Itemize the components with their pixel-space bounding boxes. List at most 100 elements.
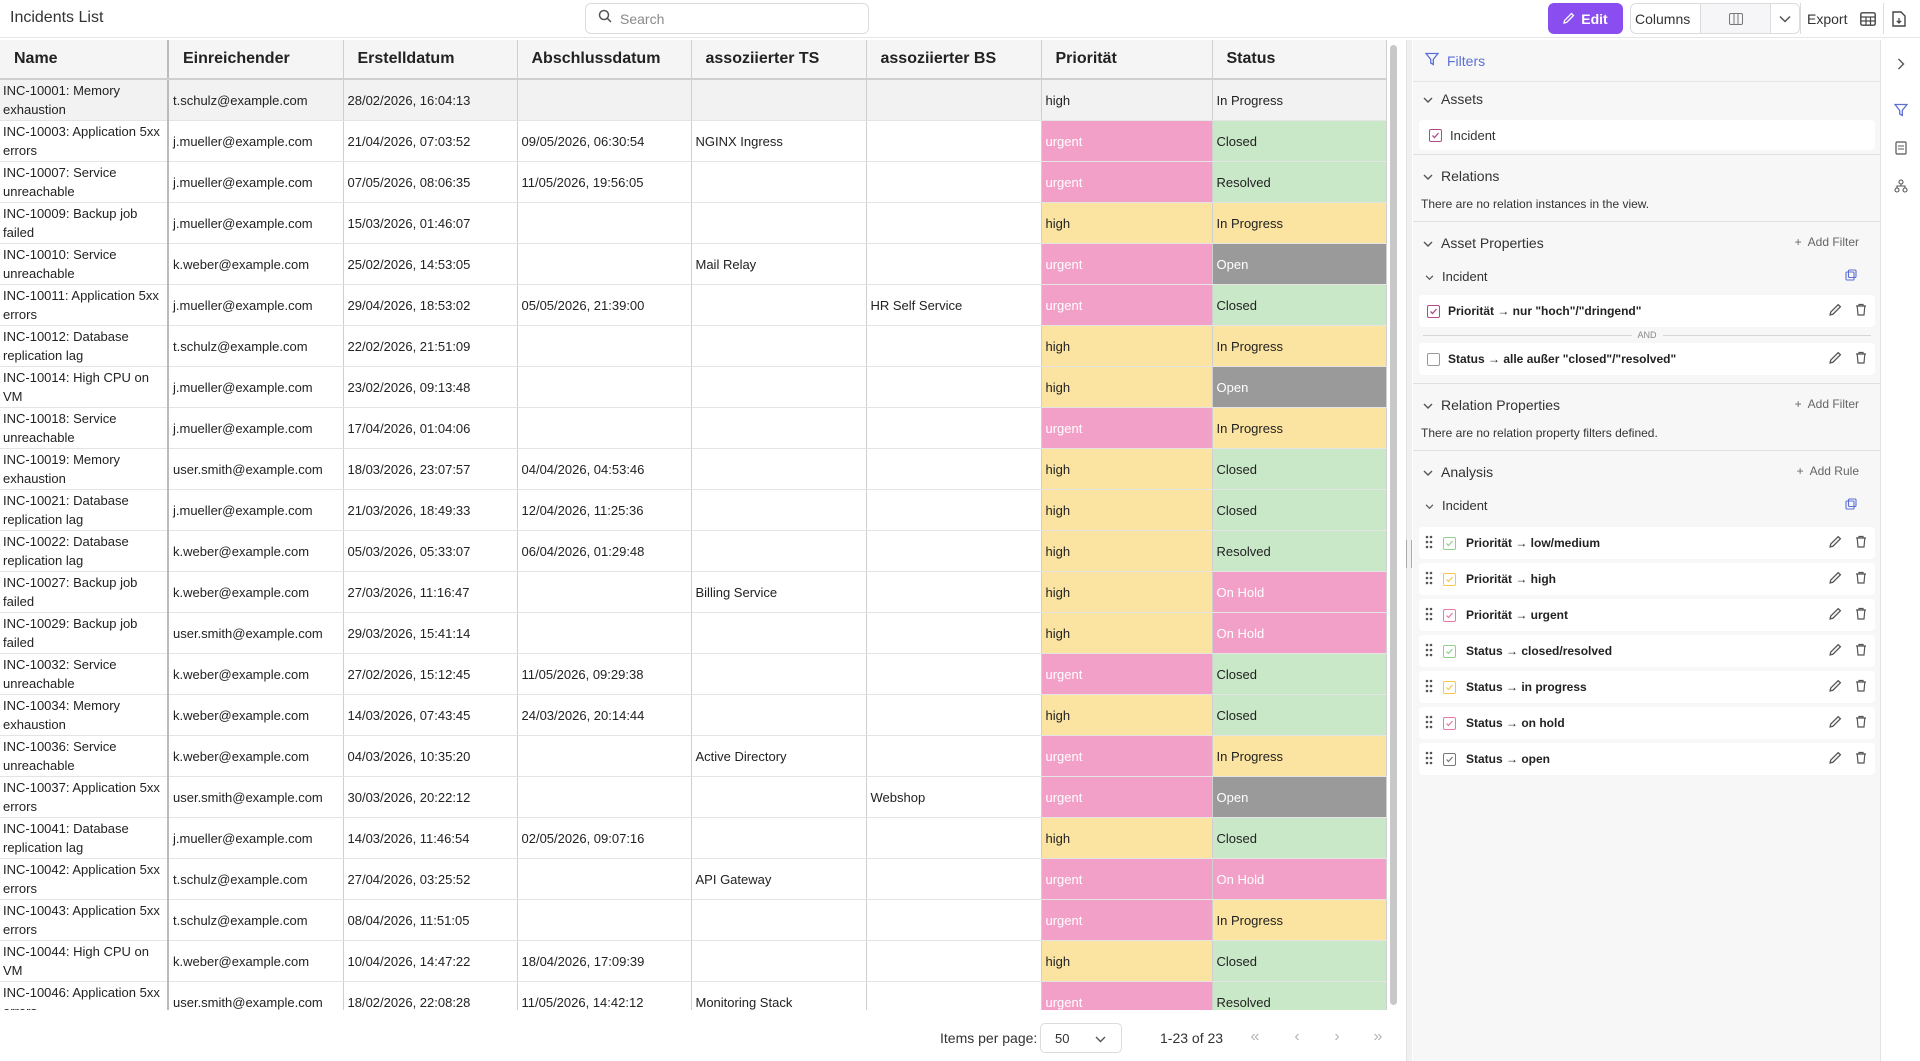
column-header-status[interactable]: Status — [1212, 40, 1387, 80]
column-header-erstelldatum[interactable]: Erstelldatum — [343, 40, 518, 80]
search-input[interactable] — [620, 10, 840, 27]
pencil-icon[interactable] — [1829, 351, 1842, 367]
column-header-abschlussdatum[interactable]: Abschlussdatum — [517, 40, 692, 80]
table-row[interactable]: INC-10034: Memory exhaustion k.weber@exam… — [0, 694, 1387, 736]
next-page-icon[interactable]: › — [1334, 1028, 1340, 1045]
analysis-rule[interactable]: Status → on hold — [1419, 707, 1875, 739]
drag-handle-icon[interactable] — [1425, 751, 1433, 768]
filter-rule[interactable]: Priorität → nur "hoch"/"dringend" — [1419, 295, 1875, 327]
drag-handle-icon[interactable] — [1425, 535, 1433, 552]
chevron-down-icon[interactable] — [1771, 4, 1799, 33]
trash-icon[interactable] — [1855, 643, 1867, 659]
drag-handle-icon[interactable] — [1425, 643, 1433, 660]
asset-properties-section-header[interactable]: Asset Properties + Add Filter — [1413, 226, 1881, 260]
checkbox-checked-icon[interactable] — [1427, 304, 1440, 318]
copy-icon[interactable] — [1845, 269, 1857, 284]
first-page-icon[interactable]: « — [1250, 1028, 1260, 1045]
column-header-prioritaet[interactable]: Priorität — [1041, 40, 1213, 80]
table-row[interactable]: INC-10009: Backup job failed j.mueller@ex… — [0, 202, 1387, 244]
column-header-assoziierter-ts[interactable]: assoziierter TS — [691, 40, 867, 80]
table-row[interactable]: INC-10019: Memory exhaustion user.smith@e… — [0, 448, 1387, 490]
table-row[interactable]: INC-10042: Application 5xx errors t.schul… — [0, 858, 1387, 900]
asset-item-incident[interactable]: Incident — [1419, 120, 1875, 150]
pencil-icon[interactable] — [1829, 751, 1842, 767]
analysis-group-incident[interactable]: Incident — [1413, 489, 1881, 521]
analysis-rule[interactable]: Status → open — [1419, 743, 1875, 775]
analysis-rule[interactable]: Status → in progress — [1419, 671, 1875, 703]
column-header-einreichender[interactable]: Einreichender — [168, 40, 344, 80]
checkbox-checked-icon[interactable] — [1429, 128, 1442, 142]
drag-handle-icon[interactable] — [1425, 607, 1433, 624]
columns-icon[interactable] — [1701, 4, 1772, 33]
pencil-icon[interactable] — [1829, 679, 1842, 695]
pencil-icon[interactable] — [1829, 571, 1842, 587]
table-row[interactable]: INC-10014: High CPU on VM j.mueller@examp… — [0, 366, 1387, 408]
table-row[interactable]: INC-10044: High CPU on VM k.weber@example… — [0, 940, 1387, 982]
drag-handle-icon[interactable] — [1425, 715, 1433, 732]
trash-icon[interactable] — [1855, 751, 1867, 767]
column-header-name[interactable]: Name — [0, 40, 169, 80]
previous-page-icon[interactable]: ‹ — [1294, 1028, 1300, 1045]
table-row[interactable]: INC-10022: Database replication lag k.web… — [0, 530, 1387, 572]
trash-icon[interactable] — [1855, 679, 1867, 695]
color-swatch-checkbox[interactable] — [1443, 644, 1456, 658]
assets-section-header[interactable]: Assets — [1413, 82, 1881, 116]
table-scrollbar[interactable] — [1390, 45, 1397, 1005]
analysis-rule[interactable]: Priorität → high — [1419, 563, 1875, 595]
color-swatch-checkbox[interactable] — [1443, 536, 1456, 550]
analysis-section-header[interactable]: Analysis + Add Rule — [1413, 455, 1881, 489]
funnel-icon[interactable] — [1893, 102, 1909, 118]
column-header-assoziierter-bs[interactable]: assoziierter BS — [866, 40, 1042, 80]
table-row[interactable]: INC-10027: Backup job failed k.weber@exam… — [0, 571, 1387, 613]
drag-handle-icon[interactable] — [1425, 571, 1433, 588]
table-row[interactable]: INC-10007: Service unreachable j.mueller@… — [0, 161, 1387, 203]
trash-icon[interactable] — [1855, 303, 1867, 319]
color-swatch-checkbox[interactable] — [1443, 752, 1456, 766]
table-row[interactable]: INC-10021: Database replication lag j.mue… — [0, 489, 1387, 531]
table-row[interactable]: INC-10018: Service unreachable j.mueller@… — [0, 407, 1387, 449]
table-row[interactable]: INC-10029: Backup job failed user.smith@e… — [0, 612, 1387, 654]
table-row[interactable]: INC-10001: Memory exhaustion t.schulz@exa… — [0, 79, 1387, 121]
add-rule-button[interactable]: + Add Rule — [1797, 464, 1859, 478]
drag-handle-icon[interactable] — [1425, 679, 1433, 696]
trash-icon[interactable] — [1855, 715, 1867, 731]
table-row[interactable]: INC-10043: Application 5xx errors t.schul… — [0, 899, 1387, 941]
pencil-icon[interactable] — [1829, 303, 1842, 319]
table-row[interactable]: INC-10041: Database replication lag j.mue… — [0, 817, 1387, 859]
table-row[interactable]: INC-10010: Service unreachable k.weber@ex… — [0, 243, 1387, 285]
analysis-rule[interactable]: Priorität → urgent — [1419, 599, 1875, 631]
pencil-icon[interactable] — [1829, 535, 1842, 551]
add-filter-button[interactable]: + Add Filter — [1795, 397, 1859, 411]
splitter-handle[interactable] — [1406, 540, 1412, 568]
pencil-icon[interactable] — [1829, 715, 1842, 731]
color-swatch-checkbox[interactable] — [1443, 572, 1456, 586]
color-swatch-checkbox[interactable] — [1443, 716, 1456, 730]
table-row[interactable]: INC-10036: Service unreachable k.weber@ex… — [0, 735, 1387, 777]
pencil-icon[interactable] — [1829, 607, 1842, 623]
color-swatch-checkbox[interactable] — [1443, 680, 1456, 694]
trash-icon[interactable] — [1855, 535, 1867, 551]
table-export-icon[interactable] — [1853, 3, 1883, 34]
file-export-icon[interactable] — [1883, 3, 1913, 34]
chevron-right-icon[interactable] — [1893, 56, 1909, 72]
trash-icon[interactable] — [1855, 607, 1867, 623]
hierarchy-icon[interactable] — [1893, 178, 1909, 194]
asset-properties-group-incident[interactable]: Incident — [1413, 260, 1881, 292]
relations-section-header[interactable]: Relations — [1413, 159, 1881, 193]
analysis-rule[interactable]: Status → closed/resolved — [1419, 635, 1875, 667]
table-row[interactable]: INC-10011: Application 5xx errors j.muell… — [0, 284, 1387, 326]
edit-button[interactable]: Edit — [1548, 3, 1623, 34]
copy-icon[interactable] — [1845, 498, 1857, 513]
search-box[interactable] — [585, 3, 869, 34]
relation-properties-section-header[interactable]: Relation Properties + Add Filter — [1413, 388, 1881, 422]
checkbox-unchecked-icon[interactable] — [1427, 352, 1440, 366]
color-swatch-checkbox[interactable] — [1443, 608, 1456, 622]
table-row[interactable]: INC-10012: Database replication lag t.sch… — [0, 325, 1387, 367]
document-icon[interactable] — [1893, 140, 1909, 156]
table-row[interactable]: INC-10046: Application 5xx errorsuser.sm… — [0, 981, 1387, 1010]
filter-rule[interactable]: Status → alle außer "closed"/"resolved" — [1419, 343, 1875, 375]
items-per-page-select[interactable]: 50 — [1040, 1023, 1122, 1053]
table-row[interactable]: INC-10032: Service unreachable k.weber@ex… — [0, 653, 1387, 695]
pencil-icon[interactable] — [1829, 643, 1842, 659]
trash-icon[interactable] — [1855, 571, 1867, 587]
